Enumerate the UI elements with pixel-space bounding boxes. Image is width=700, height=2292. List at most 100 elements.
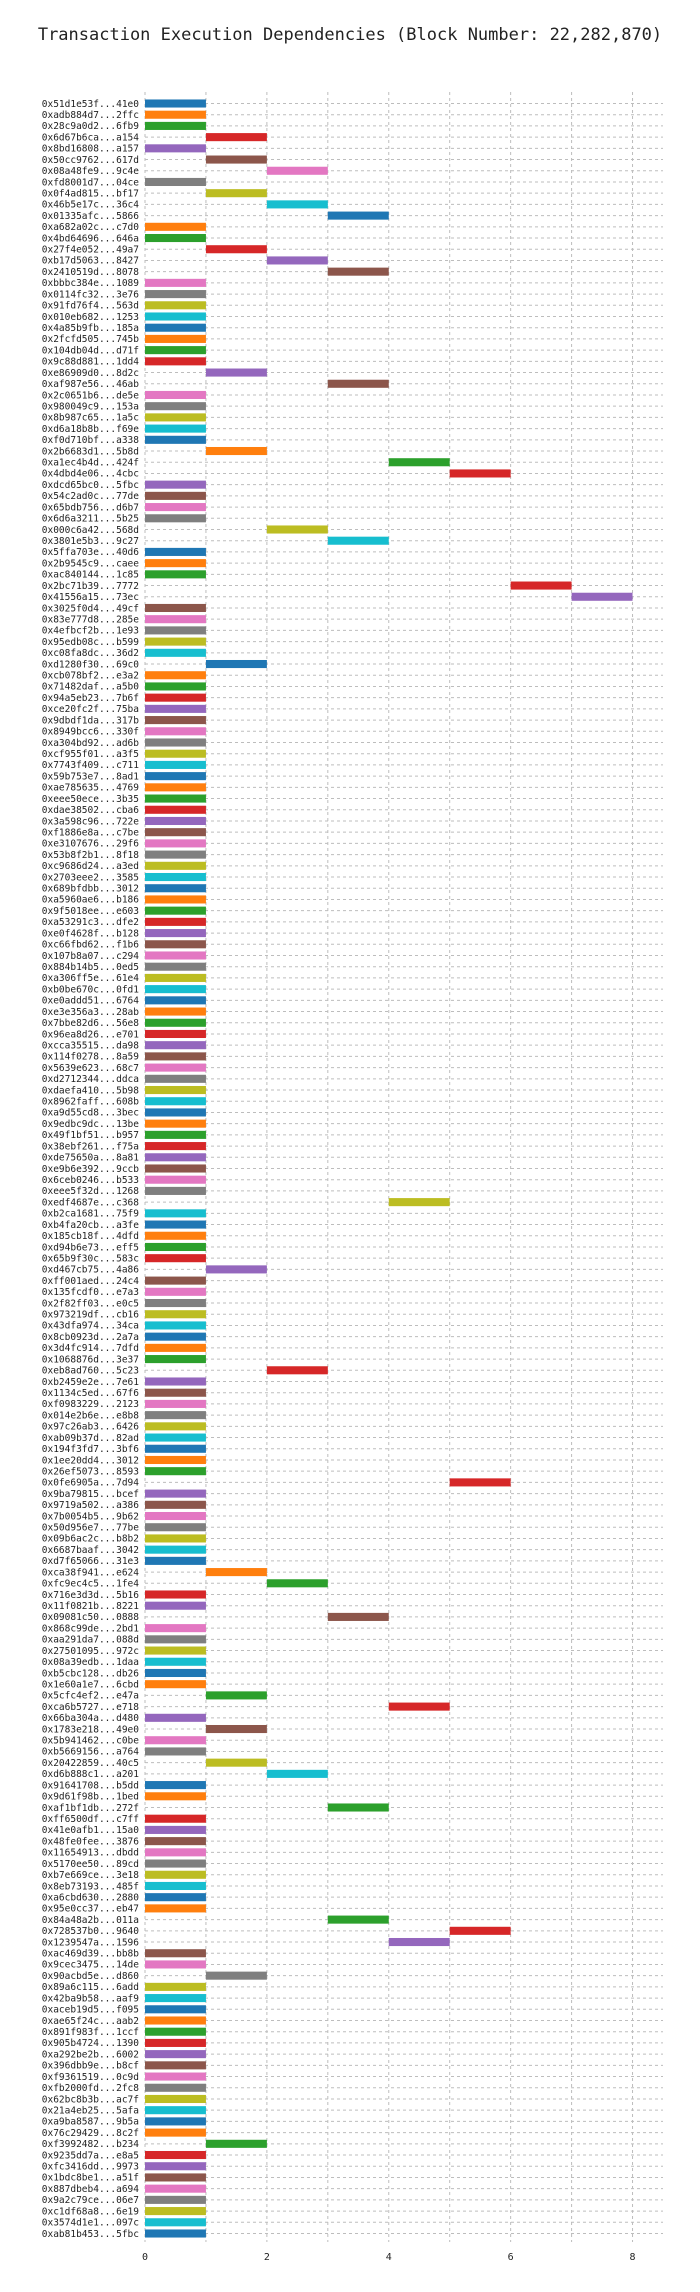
transaction-bar [145,1657,206,1666]
transaction-bar [145,2050,206,2059]
transaction-bar [145,1063,206,1072]
y-tick-label: 0x135fcdf0...e7a3 [42,1287,139,1298]
y-tick-label: 0xcf955f01...a3f5 [42,749,139,760]
y-tick-label: 0x2b6683d1...5b8d [42,446,139,457]
transaction-bar [145,1276,206,1285]
transaction-bar [145,929,206,938]
transaction-bar [145,1164,206,1173]
y-tick-label: 0x716e3d3d...5b16 [42,1590,140,1601]
transaction-bar [145,1870,206,1879]
x-tick-labels: 0 2 4 6 8 [142,2252,636,2263]
transaction-bar [145,424,206,433]
y-tick-label: 0x50cc9762...617d [42,155,139,166]
y-tick-label: 0xff6500df...c7ff [42,1814,139,1825]
y-tick-label: 0xb5cbc128...db26 [42,1668,140,1679]
y-tick-label: 0x54c2ad0c...77de [42,491,140,502]
transaction-bar [205,1971,267,1980]
transaction-bar [205,1568,267,1577]
transaction-bar [145,1085,206,1095]
y-tick-label: 0x7bbe82d6...56e8 [42,1018,140,1029]
y-tick-label: 0x7743f409...c711 [42,760,140,771]
transaction-bar [145,1792,206,1801]
y-tick-label: 0xaa291da7...088d [42,1635,139,1646]
y-tick-label: 0x9c88d881...1dd4 [42,357,140,368]
transaction-bar [145,704,206,713]
y-tick-label: 0x59b753e7...8ad1 [42,771,140,782]
y-tick-label: 0x014e2b6e...e8b8 [42,1410,140,1421]
transaction-bar [145,435,206,444]
y-tick-label: 0xa306ff5e...61e4 [42,973,140,984]
transaction-bar [145,2117,206,2126]
transaction-bar [145,1254,206,1263]
y-tick-label: 0xa1ec4b4d...424f [42,458,139,469]
y-tick-label: 0x905b4724...1390 [42,2038,140,2049]
y-tick-label: 0xff001aed...24c4 [42,1276,140,1287]
transaction-bar [145,1646,206,1655]
y-tick-label: 0x4dbd4e06...4cbc [42,469,139,480]
transaction-bar [145,996,206,1005]
x-tick-label: 0 [142,2252,148,2263]
transaction-bar [145,648,206,657]
y-tick-label: 0xf1886e8a...c7be [42,827,140,838]
transaction-bar [145,390,206,400]
y-tick-label: 0x65bdb756...d6b7 [42,502,139,513]
y-tick-label: 0x65b9f30c...583c [42,1253,139,1264]
grid-layer [144,92,663,2242]
transaction-bar [145,1153,206,1162]
transaction-bar [145,547,206,556]
y-tick-label: 0x104db04d...d71f [42,345,139,356]
y-tick-label: 0x2703eee2...3585 [42,872,139,883]
transaction-bar [145,312,206,321]
transaction-bar [145,1949,206,1958]
y-tick-labels: 0x51d1e53f...41e00xadb884d7...2ffc0x28c9… [42,99,140,2240]
transaction-bar [145,1556,206,1565]
y-tick-label: 0x2c0651b6...de5e [42,390,140,401]
transaction-bar [145,570,206,579]
y-tick-label: 0xe3e356a3...28ab [42,1007,140,1018]
y-tick-label: 0xf9361519...0c9d [42,2072,139,2083]
transaction-bar [205,155,267,164]
y-tick-label: 0x46b5e17c...36c4 [42,200,140,211]
y-tick-label: 0xd2712344...ddca [42,1074,139,1085]
transaction-bar [145,2027,206,2036]
transaction-bar [145,1332,206,1341]
y-tick-label: 0xde75650a...8a81 [42,1153,140,1164]
y-tick-label: 0x11f0821b...8221 [42,1601,140,1612]
y-tick-label: 0x01335afc...5866 [42,211,140,222]
y-tick-label: 0x08a48fe9...9c4e [42,166,140,177]
transaction-bar [145,1074,206,1083]
transaction-bar [145,626,206,635]
transaction-bar [205,1691,267,1700]
transaction-bar [145,816,206,826]
y-tick-label: 0x9cec3475...14de [42,1960,140,1971]
transaction-bar [145,491,206,500]
transaction-bar [145,2128,206,2137]
transaction-bar [145,1881,206,1891]
transaction-bar [145,1500,206,1509]
transaction-bar [266,1366,328,1375]
transaction-bar [145,637,206,646]
transaction-bar [145,2072,206,2081]
chart-title: Transaction Execution Dependencies (Bloc… [38,25,662,45]
y-tick-label: 0xce20fc2f...75ba [42,704,139,715]
transaction-bar [205,446,267,456]
transaction-bar [327,1803,389,1812]
transaction-bar [145,278,206,287]
y-tick-label: 0x9f5018ee...e603 [42,906,139,917]
y-tick-label: 0xe0addd51...6764 [42,996,140,1007]
transaction-bar [388,1702,450,1711]
y-tick-label: 0x48fe0fee...3876 [42,1836,140,1847]
y-tick-label: 0xc9686d24...a3ed [42,861,139,872]
y-tick-label: 0x3a598c96...722e [42,816,140,827]
transaction-bar [327,211,389,220]
transaction-bar [145,985,206,994]
y-tick-label: 0x90acbd5e...d860 [42,1971,140,1982]
transaction-bar [145,1355,206,1364]
transaction-bar [145,760,206,769]
transaction-bar [266,525,328,534]
transaction-bar [145,1960,206,1969]
transaction-bar [145,872,206,882]
y-tick-label: 0xe3107676...29f6 [42,839,140,850]
transaction-bar [266,1769,328,1778]
transaction-bar [145,1142,206,1151]
